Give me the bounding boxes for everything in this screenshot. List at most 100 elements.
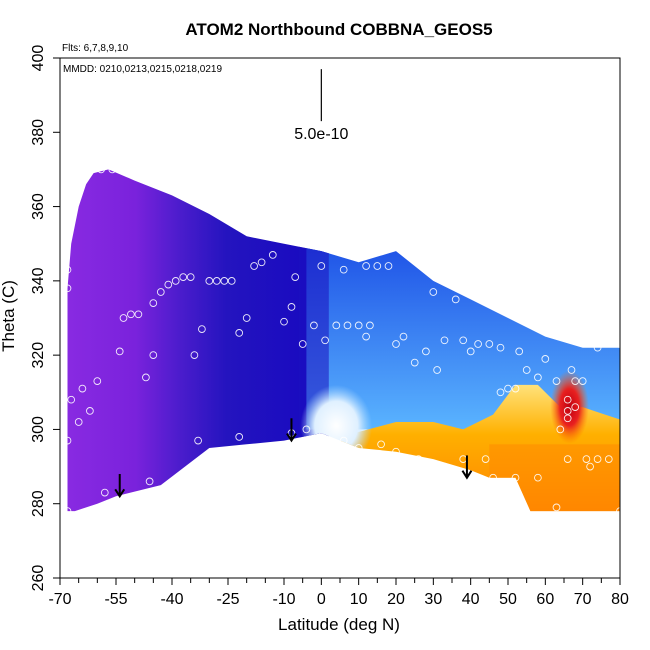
x-tick-label: 20 [387, 591, 405, 608]
obs-point [242, 314, 251, 322]
x-tick-label: -10 [272, 591, 295, 608]
obs-point [291, 273, 300, 281]
obs-point [563, 407, 572, 415]
obs-point [100, 488, 109, 497]
obs-point [354, 321, 363, 330]
obs-point [571, 377, 580, 385]
obs-point [354, 444, 363, 452]
x-tick-label: -70 [48, 591, 71, 608]
obs-point [362, 262, 370, 270]
obs-point [552, 377, 561, 385]
obs-point [67, 206, 76, 215]
obs-point [186, 273, 195, 281]
obs-point [179, 273, 188, 281]
obs-point [149, 299, 158, 307]
y-axis: 260 280 300 320 340 360 380 400 [30, 45, 60, 591]
obs-point [227, 277, 236, 285]
obs-point [552, 503, 561, 512]
obs-point [235, 433, 244, 441]
obs-point [362, 332, 370, 341]
obs-point [440, 336, 449, 345]
x-tick-label: 50 [499, 591, 517, 608]
obs-point [571, 403, 580, 411]
obs-point [63, 284, 72, 293]
obs-point [414, 455, 423, 463]
obs-point [429, 288, 438, 296]
obs-point [194, 436, 202, 445]
obs-point [489, 473, 497, 482]
data-field [67, 169, 620, 512]
obs-point [145, 477, 154, 486]
obs-point [142, 373, 150, 382]
obs-point [515, 347, 524, 356]
y-tick-label: 340 [30, 267, 47, 294]
arrows [114, 418, 473, 499]
chart-title: ATOM2 Northbound COBBNA_GEOS5 [185, 20, 492, 39]
obs-point [392, 340, 400, 348]
x-tick-label: 10 [350, 591, 368, 608]
obs-point [459, 336, 468, 345]
obs-point [563, 455, 572, 463]
x-axis-label: Latitude (deg N) [278, 615, 400, 634]
obs-point [149, 351, 158, 359]
obs-point [198, 325, 206, 333]
obs-point [422, 347, 430, 356]
obs-point [115, 347, 124, 356]
obs-point [97, 165, 105, 174]
obs-point [522, 366, 531, 374]
obs-point [235, 329, 244, 337]
obs-point [496, 388, 505, 397]
x-tick-label: 0 [317, 591, 326, 608]
obs-point [496, 343, 505, 352]
obs-point [582, 455, 591, 463]
obs-point [485, 340, 494, 348]
obs-point [541, 355, 550, 363]
x-tick-label: -40 [160, 591, 183, 608]
obs-point [593, 455, 602, 463]
arrow-head [461, 470, 473, 480]
obs-point [556, 425, 565, 434]
obs-point [63, 436, 72, 445]
obs-point [74, 418, 83, 426]
flights-note: Flts: 6,7,8,9,10 [62, 43, 129, 54]
x-tick-label: -25 [216, 591, 239, 608]
zone-red [550, 370, 590, 444]
obs-point [339, 436, 348, 445]
obs-point [511, 384, 520, 393]
obs-point [604, 455, 613, 463]
obs-point [339, 265, 348, 274]
obs-point [108, 165, 117, 174]
obs-point [287, 303, 296, 311]
obs-point [343, 321, 352, 330]
obs-point [63, 507, 72, 515]
obs-point [205, 277, 214, 285]
obs-point [392, 447, 400, 456]
obs-point [366, 321, 374, 330]
obs-point [511, 473, 520, 482]
obs-point [67, 395, 76, 404]
obs-point [268, 251, 277, 259]
y-tick-label: 320 [30, 342, 47, 369]
obs-point [466, 347, 475, 356]
obs-point [127, 310, 135, 319]
obs-point [93, 377, 102, 385]
x-axis: -70 -55 -40 -25 -10 0 10 20 30 40 50 60 70 80 [48, 578, 629, 608]
x-tick-label: 70 [574, 591, 592, 608]
x-tick-label: -55 [104, 591, 127, 608]
obs-point [373, 262, 382, 270]
obs-point [280, 317, 288, 326]
obs-point [321, 336, 329, 345]
obs-point [563, 414, 572, 423]
obs-point [220, 277, 229, 285]
y-tick-label: 380 [30, 119, 47, 146]
obs-point [410, 358, 419, 367]
obs-point [474, 340, 482, 348]
y-axis-label: Theta (C) [0, 280, 18, 352]
obs-point [504, 384, 512, 393]
y-tick-label: 280 [30, 490, 47, 517]
obs-point [250, 262, 258, 270]
obs-point [78, 384, 87, 393]
obs-point [190, 351, 199, 359]
zone-purple-to-blue [67, 169, 329, 512]
